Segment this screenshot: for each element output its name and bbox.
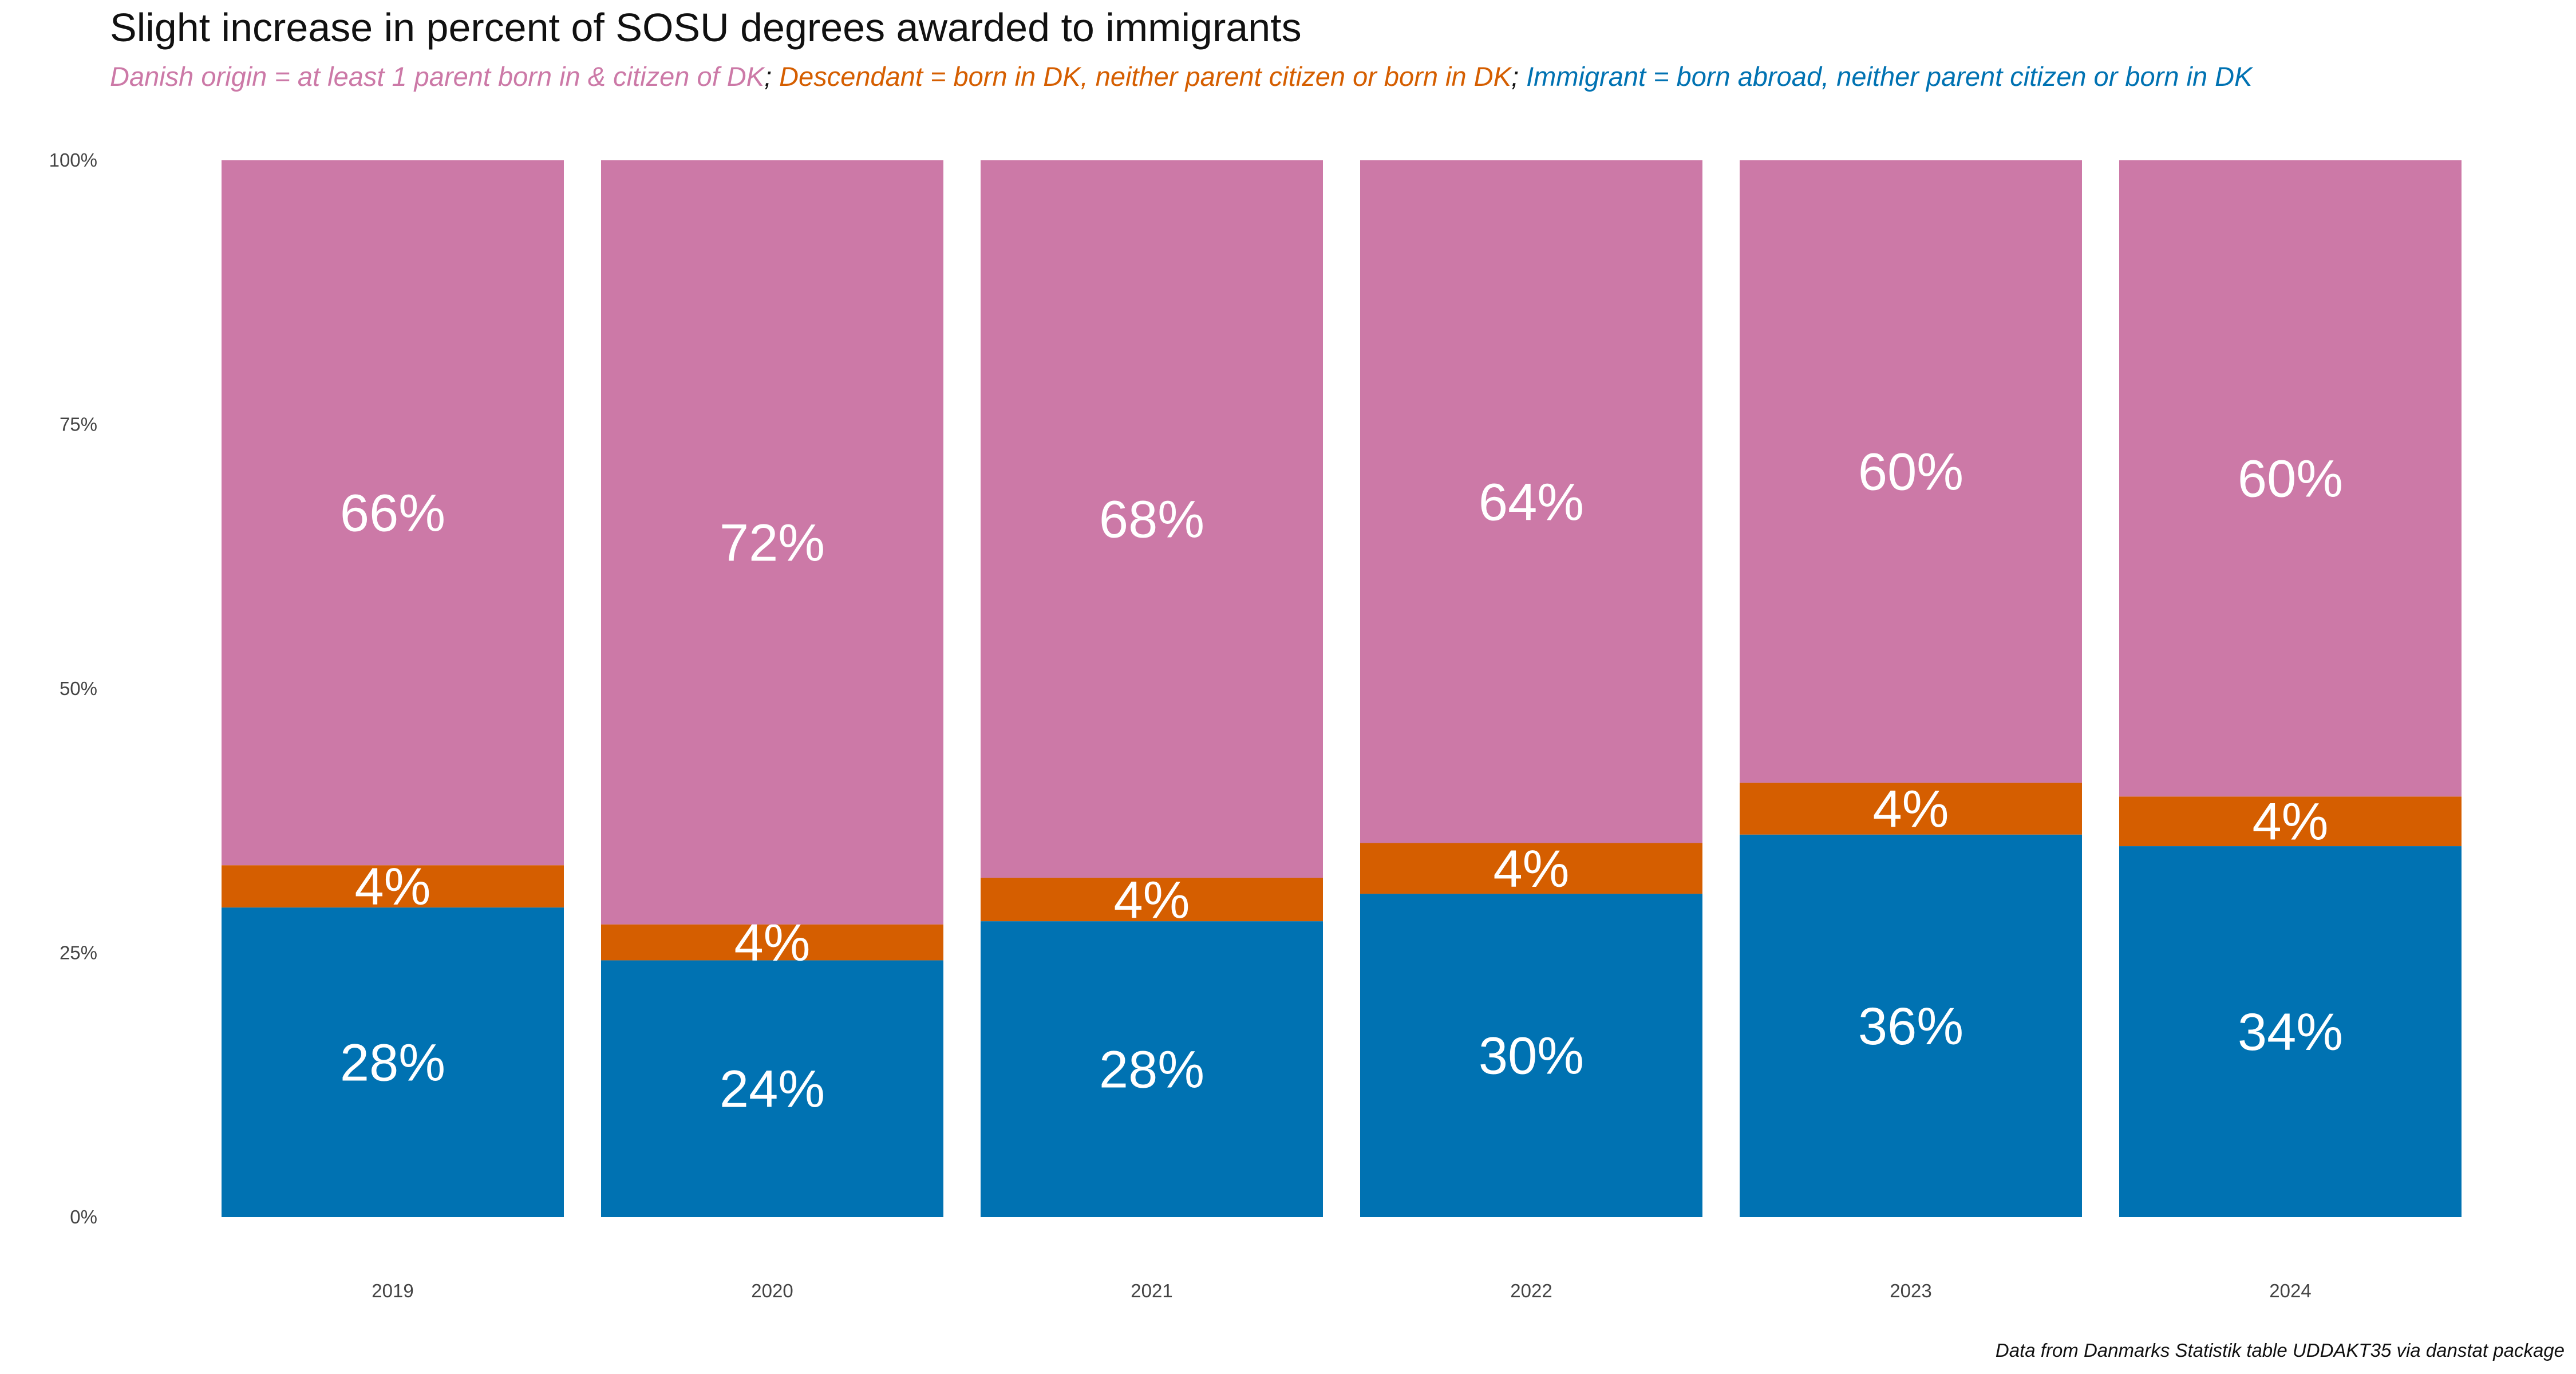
data-label: 4% bbox=[1114, 871, 1190, 929]
x-tick-label: 2021 bbox=[1131, 1280, 1172, 1301]
bar-segment-immigrant bbox=[1740, 834, 2082, 1217]
subtitle-separator: ; bbox=[1511, 61, 1527, 92]
bar-segment-danish-origin bbox=[2119, 160, 2462, 797]
data-label: 64% bbox=[1479, 473, 1584, 531]
data-label: 30% bbox=[1479, 1027, 1584, 1085]
subtitle-descendant: Descendant = born in DK, neither parent … bbox=[779, 61, 1511, 92]
bar-segment-immigrant bbox=[981, 921, 1323, 1217]
x-tick-label: 2023 bbox=[1890, 1280, 1931, 1301]
data-label: 60% bbox=[2238, 450, 2343, 508]
bar-segment-descendant bbox=[2119, 796, 2462, 847]
data-label: 4% bbox=[1494, 840, 1570, 898]
y-tick-label: 75% bbox=[60, 414, 97, 435]
bar-segment-danish-origin bbox=[981, 160, 1323, 878]
x-tick-label: 2020 bbox=[751, 1280, 793, 1301]
data-label: 24% bbox=[720, 1060, 825, 1119]
chart-caption: Data from Danmarks Statistik table UDDAK… bbox=[1995, 1340, 2565, 1361]
x-tick-label: 2024 bbox=[2269, 1280, 2311, 1301]
data-label: 72% bbox=[720, 514, 825, 572]
bar-segment-danish-origin bbox=[1360, 160, 1702, 843]
bar-segment-immigrant bbox=[1360, 894, 1702, 1217]
subtitle-separator: ; bbox=[764, 61, 780, 92]
x-tick-label: 2022 bbox=[1510, 1280, 1552, 1301]
bar-segment-danish-origin bbox=[1740, 160, 2082, 783]
bar-segment-immigrant bbox=[601, 960, 943, 1217]
chart-subtitle: Danish origin = at least 1 parent born i… bbox=[110, 61, 2252, 92]
data-label: 28% bbox=[340, 1034, 445, 1092]
data-label: 60% bbox=[1858, 443, 1963, 502]
x-tick-label: 2019 bbox=[372, 1280, 413, 1301]
data-label: 4% bbox=[355, 858, 431, 916]
y-tick-label: 25% bbox=[60, 942, 97, 964]
subtitle-immigrant: Immigrant = born abroad, neither parent … bbox=[1526, 61, 2253, 92]
y-tick-label: 50% bbox=[60, 678, 97, 699]
bar-segment-descendant bbox=[981, 878, 1323, 922]
bar-segment-danish-origin bbox=[222, 160, 564, 866]
y-tick-label: 100% bbox=[49, 149, 97, 171]
data-label: 66% bbox=[340, 484, 445, 543]
bar-segment-descendant bbox=[1740, 783, 2082, 835]
chart-title: Slight increase in percent of SOSU degre… bbox=[110, 5, 1302, 50]
subtitle-danish-origin: Danish origin = at least 1 parent born i… bbox=[110, 61, 764, 92]
data-label: 68% bbox=[1099, 491, 1204, 549]
bar-segment-descendant bbox=[222, 865, 564, 908]
bar-segment-danish-origin bbox=[601, 160, 943, 925]
y-tick-label: 0% bbox=[70, 1206, 97, 1227]
data-label: 4% bbox=[2253, 793, 2329, 851]
bar-segment-descendant bbox=[601, 924, 943, 961]
bar-segment-immigrant bbox=[222, 907, 564, 1217]
data-label: 4% bbox=[1873, 780, 1949, 839]
data-label: 28% bbox=[1099, 1041, 1204, 1099]
bar-segment-descendant bbox=[1360, 843, 1702, 894]
data-label: 34% bbox=[2238, 1003, 2343, 1061]
data-label: 36% bbox=[1858, 997, 1963, 1056]
bar-segment-immigrant bbox=[2119, 846, 2462, 1217]
